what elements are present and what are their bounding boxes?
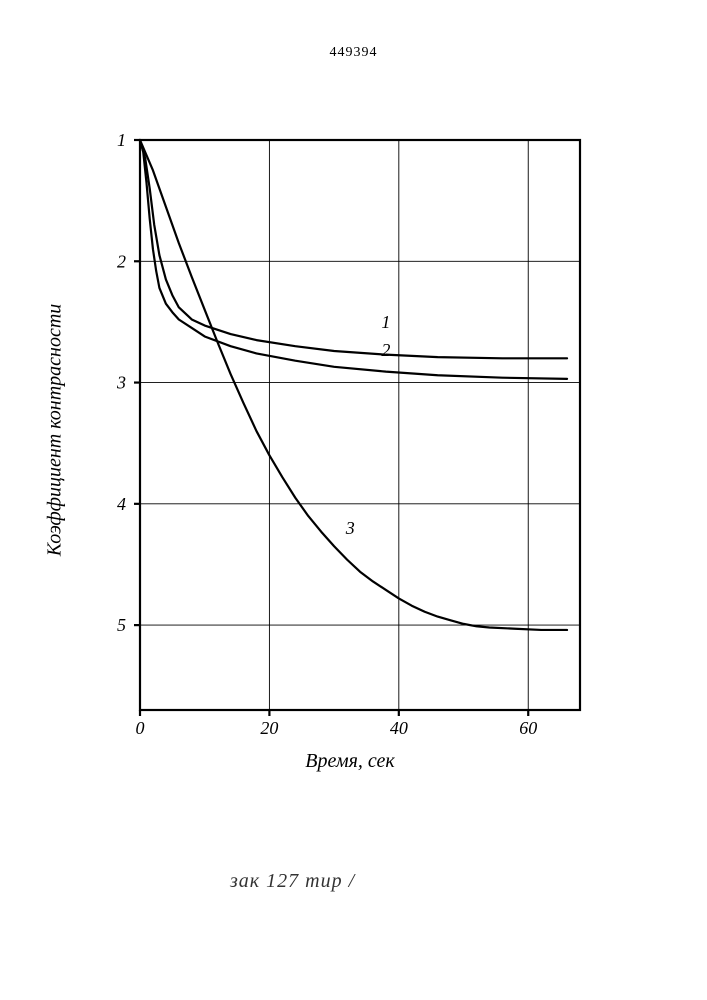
svg-text:1: 1 (117, 130, 126, 150)
line-chart: 0 20 40 60 1 2 3 4 5 1 2 3 (80, 130, 620, 770)
footer-note: зак 127 тир / (230, 870, 355, 893)
svg-text:5: 5 (117, 615, 126, 635)
svg-text:20: 20 (260, 718, 278, 738)
svg-text:3: 3 (345, 518, 355, 538)
svg-text:2: 2 (117, 251, 126, 271)
svg-text:40: 40 (390, 718, 408, 738)
svg-text:60: 60 (519, 718, 537, 738)
svg-text:2: 2 (381, 340, 390, 360)
page: 449394 Коэффициент контрасности Время, с… (0, 0, 707, 1000)
chart-container: 0 20 40 60 1 2 3 4 5 1 2 3 (80, 130, 620, 770)
svg-text:1: 1 (381, 312, 390, 332)
y-axis-label: Коэффициент контрасности (44, 304, 67, 557)
svg-text:3: 3 (116, 373, 126, 393)
svg-text:4: 4 (117, 494, 126, 514)
svg-text:0: 0 (136, 718, 145, 738)
document-number: 449394 (0, 45, 707, 61)
